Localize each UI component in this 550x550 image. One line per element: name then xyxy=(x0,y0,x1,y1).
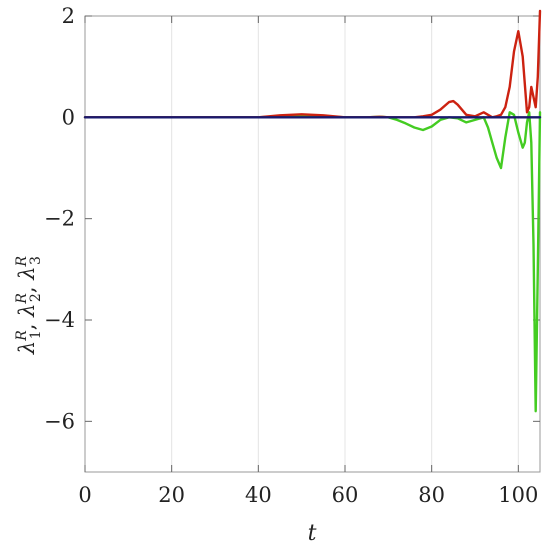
y-label-symbol: λ xyxy=(15,341,39,355)
grid-lines xyxy=(171,16,519,472)
x-tick-label: 80 xyxy=(418,483,445,507)
x-tick-label: 60 xyxy=(332,483,359,507)
y-label-separator: , xyxy=(15,280,39,293)
y-label-subscript: 3 xyxy=(28,256,44,265)
y-label-symbol: λ xyxy=(15,266,39,280)
y-tick-label: 0 xyxy=(62,105,75,129)
y-tick-label: −6 xyxy=(44,409,75,433)
y-label-subscript: 2 xyxy=(28,293,44,302)
x-tick-label: 0 xyxy=(78,483,91,507)
x-tick-label: 40 xyxy=(245,483,272,507)
x-tick-label: 100 xyxy=(498,483,538,507)
y-label-separator: , xyxy=(15,317,39,330)
y-tick-label: 2 xyxy=(62,4,75,28)
x-axis-label: t xyxy=(308,521,317,546)
y-axis-label-text: λR1, λR2, λR3 xyxy=(14,255,44,355)
y-tick-label: −2 xyxy=(44,207,75,231)
series-line-2 xyxy=(83,9,542,119)
y-label-subscript: 1 xyxy=(28,330,44,339)
y-axis-label: λR1, λR2, λR3 xyxy=(14,255,44,355)
y-label-symbol: λ xyxy=(15,304,39,318)
y-label-superscript: R xyxy=(14,293,30,305)
series-layer xyxy=(83,9,542,413)
plot-frame xyxy=(84,15,541,473)
series-line-1 xyxy=(83,111,542,413)
x-tick-label: 20 xyxy=(158,483,185,507)
y-tick-label: −4 xyxy=(44,308,75,332)
y-label-superscript: R xyxy=(14,330,30,342)
y-label-superscript: R xyxy=(14,255,30,267)
